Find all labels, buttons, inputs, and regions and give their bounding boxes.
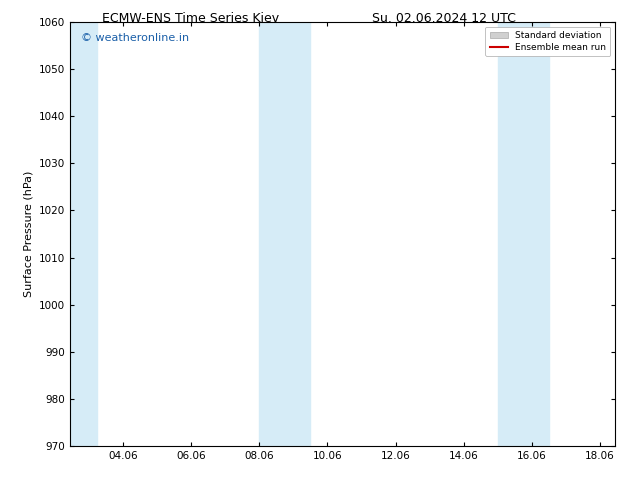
Text: © weatheronline.in: © weatheronline.in: [81, 33, 189, 43]
Y-axis label: Surface Pressure (hPa): Surface Pressure (hPa): [23, 171, 33, 297]
Bar: [70, 22, 97, 446]
Text: ECMW-ENS Time Series Kiev: ECMW-ENS Time Series Kiev: [101, 12, 279, 25]
Legend: Standard deviation, Ensemble mean run: Standard deviation, Ensemble mean run: [485, 26, 611, 56]
Bar: [259, 22, 310, 446]
Bar: [498, 22, 549, 446]
Text: Su. 02.06.2024 12 UTC: Su. 02.06.2024 12 UTC: [372, 12, 515, 25]
